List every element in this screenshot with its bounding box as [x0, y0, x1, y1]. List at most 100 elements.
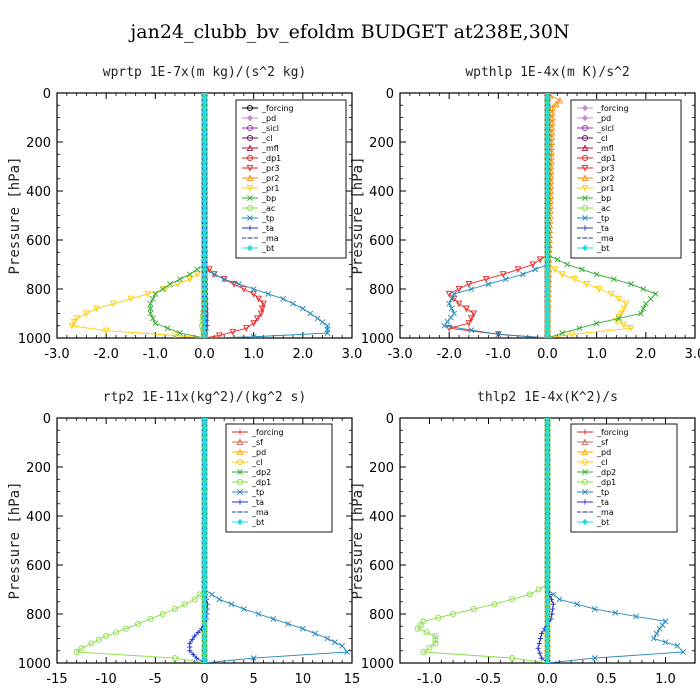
x-tick-label: 0.0	[537, 347, 558, 362]
point-tp	[612, 609, 619, 616]
y-tick-label: 0	[43, 87, 51, 102]
legend-marker	[236, 448, 244, 456]
point-dp1	[509, 655, 516, 662]
point-bt	[544, 334, 551, 338]
legend-marker	[237, 489, 243, 495]
point-pr3	[257, 310, 265, 318]
point-tp	[544, 418, 551, 421]
legend-label: _pd	[596, 114, 611, 123]
y-tick-label: 400	[369, 510, 394, 525]
point-pr1	[595, 285, 603, 293]
legend-label: _ac	[596, 204, 610, 213]
point-tp	[650, 635, 657, 642]
point-bp	[578, 266, 585, 273]
point-pr3	[445, 290, 453, 298]
legend-label: _pr3	[596, 164, 614, 173]
y-tick-label: 800	[26, 283, 51, 298]
series-group	[441, 93, 659, 338]
point-pr3	[482, 276, 490, 283]
legend-marker	[246, 184, 254, 192]
point-pr1	[568, 331, 576, 338]
legend-marker	[582, 499, 588, 505]
point-tp	[519, 271, 526, 278]
legend-marker	[246, 204, 254, 212]
point-pr3	[258, 305, 266, 313]
point-bp	[615, 315, 622, 322]
point-ta	[550, 601, 556, 607]
panel-1: wprtp 1E-7x(m kg)/(s^2 kg) Pressure [hPa]…	[7, 65, 362, 362]
legend-marker	[246, 104, 254, 112]
y-axis-label: Pressure [hPa]	[7, 481, 23, 599]
legend-marker	[581, 134, 589, 142]
point-tp	[319, 319, 326, 325]
point-tp	[550, 591, 557, 598]
point-tp	[235, 281, 242, 288]
legend-label: _cl	[596, 458, 608, 467]
legend-label: _ta	[261, 224, 274, 233]
point-pr1	[193, 271, 201, 278]
point-tp	[544, 93, 551, 96]
point-pr3	[229, 328, 237, 336]
legend-marker	[581, 114, 589, 122]
point-pr3	[260, 300, 267, 308]
point-bp	[640, 305, 647, 312]
x-tick-label: 2.0	[292, 347, 313, 362]
legend-label: _cl	[251, 458, 263, 467]
point-bp	[576, 325, 583, 332]
point-pr1	[571, 276, 578, 283]
point-ta	[194, 655, 200, 661]
point-bp	[628, 281, 635, 288]
point-dp1	[159, 610, 166, 618]
point-dp1	[432, 633, 439, 640]
legend-label: _forcing	[596, 104, 629, 113]
point-dp1	[450, 610, 457, 618]
y-tick-label: 600	[26, 559, 51, 574]
point-dp1	[435, 614, 442, 621]
legend-marker	[581, 458, 589, 466]
legend-marker	[246, 144, 254, 152]
legend-marker	[237, 469, 243, 475]
point-pr3	[467, 315, 475, 323]
legend-label: _bt	[596, 518, 609, 527]
legend-label: _ta	[596, 498, 609, 507]
point-bp	[610, 276, 617, 283]
x-tick-label: 0.0	[537, 672, 558, 687]
point-pr1	[102, 327, 110, 335]
legend-marker	[581, 164, 589, 172]
legend-marker	[582, 429, 588, 435]
point-tp	[495, 331, 502, 338]
point-tp	[221, 276, 228, 283]
point-pr3	[463, 305, 470, 313]
y-tick-label: 0	[386, 412, 394, 427]
point-tp	[532, 266, 539, 273]
point-pr1	[93, 305, 100, 313]
legend-marker	[582, 225, 588, 231]
legend-marker	[581, 518, 589, 526]
legend-label: _ta	[251, 498, 264, 507]
legend-marker	[246, 164, 254, 172]
point-tp	[280, 295, 287, 302]
x-tick-label: -1.0	[486, 347, 511, 362]
point-bp	[164, 325, 171, 332]
point-pr3	[240, 285, 248, 293]
legend-label: _tp	[596, 214, 609, 223]
legend-label: _forcing	[596, 428, 629, 437]
point-dp1	[103, 633, 110, 640]
point-ta	[537, 650, 543, 656]
legend-marker	[581, 144, 589, 152]
point-bp	[176, 330, 183, 337]
point-pr3	[242, 325, 250, 332]
point-tp	[485, 281, 492, 288]
point-dp1	[432, 640, 439, 647]
panel-3: rtp2 1E-11x(kg^2)/(kg^2 s) Pressure [hPa]…	[7, 390, 360, 687]
point-pr3	[255, 295, 262, 303]
x-tick-label: 1.0	[655, 672, 676, 687]
legend-marker	[237, 429, 243, 435]
point-tp	[680, 649, 687, 655]
point-dp1	[147, 615, 154, 622]
point-pr2	[556, 96, 564, 104]
point-tp	[502, 276, 509, 283]
point-pr1	[620, 305, 628, 313]
point-pr3	[529, 261, 537, 269]
point-bp	[149, 315, 156, 322]
